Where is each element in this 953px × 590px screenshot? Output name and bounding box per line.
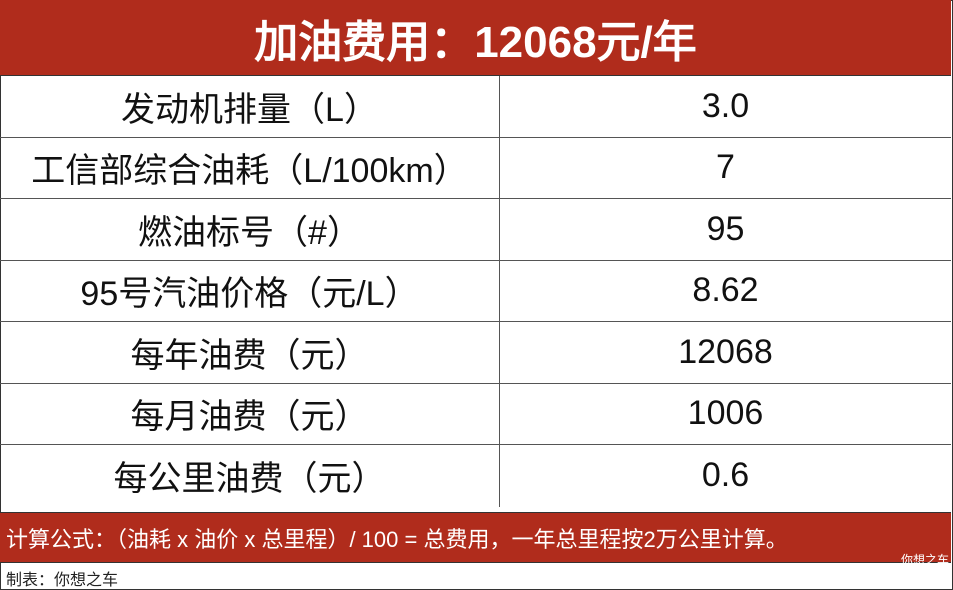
formula-note: 计算公式：（油耗 x 油价 x 总里程）/ 100 = 总费用，一年总里程按2万… (0, 512, 951, 563)
row-label: 95号汽油价格（元/L） (0, 260, 500, 321)
table-row: 每月油费（元） 1006 (0, 383, 951, 445)
row-label: 发动机排量（L） (0, 76, 500, 137)
row-value: 95 (706, 209, 745, 248)
table-row: 发动机排量（L） 3.0 (0, 76, 951, 138)
table-row: 95号汽油价格（元/L） 8.62 (0, 260, 951, 322)
row-label: 燃油标号（#） (0, 199, 500, 260)
data-table: 发动机排量（L） 3.0 工信部综合油耗（L/100km） 7 燃油标号（#） 95 … (0, 76, 951, 507)
table-row: 每公里油费（元） 0.6 (0, 445, 951, 507)
table-row: 燃油标号（#） 95 (0, 199, 951, 261)
row-label: 每公里油费（元） (0, 445, 500, 507)
row-value: 3.0 (701, 86, 750, 125)
row-label: 每月油费（元） (0, 383, 500, 444)
table-row: 工信部综合油耗（L/100km） 7 (0, 137, 951, 199)
row-value: 7 (716, 148, 735, 187)
watermark: 你想之车 (900, 553, 949, 567)
row-value: 1006 (687, 394, 764, 433)
row-value: 0.6 (701, 456, 750, 495)
table-row: 每年油费（元） 12068 (0, 322, 951, 384)
credit-line: 制表：你想之车 (6, 572, 119, 589)
row-label: 每年油费（元） (0, 322, 500, 383)
row-value: 8.62 (692, 271, 759, 310)
row-label: 工信部综合油耗（L/100km） (0, 137, 500, 198)
row-value: 12068 (678, 332, 773, 371)
table-title: 加油费用：12068元/年 (0, 0, 951, 76)
